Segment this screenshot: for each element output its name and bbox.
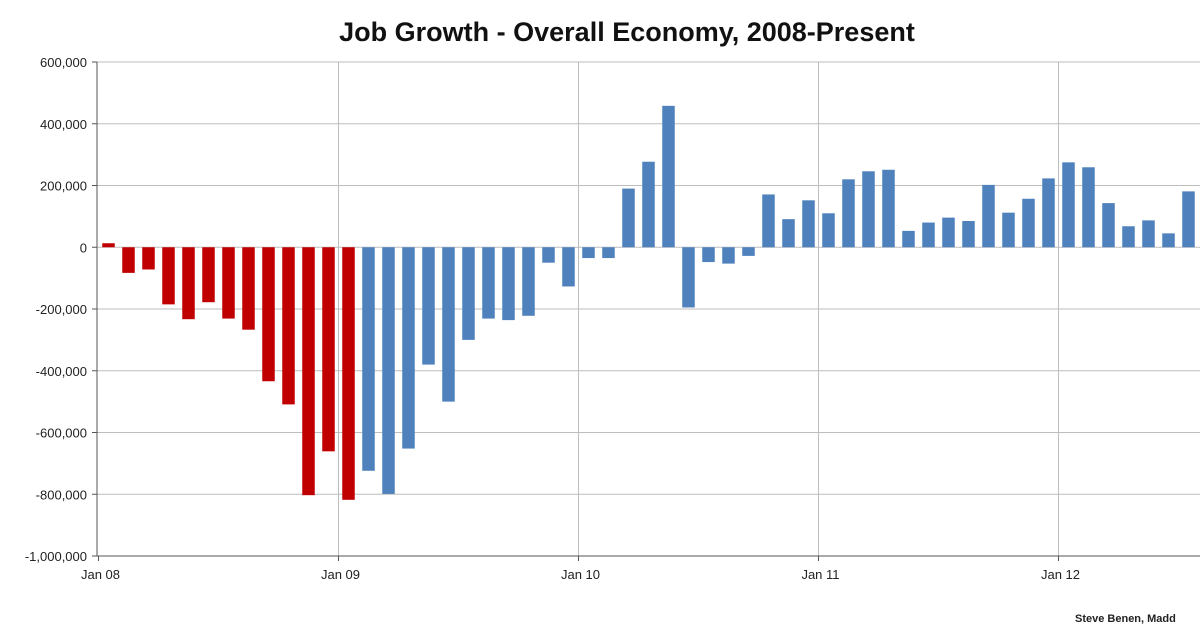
- bar: [1062, 162, 1075, 248]
- bar: [542, 247, 555, 263]
- bar: [802, 200, 815, 248]
- bar: [822, 213, 835, 248]
- bar: [722, 247, 735, 264]
- bar: [1162, 233, 1175, 248]
- bar: [1122, 226, 1135, 248]
- bar: [302, 247, 315, 496]
- x-tick-label: Jan 12: [1041, 567, 1080, 582]
- bar: [322, 247, 335, 452]
- y-tick-label: 400,000: [40, 117, 87, 132]
- bar: [622, 188, 635, 248]
- bar: [662, 105, 675, 248]
- y-tick-label: -400,000: [36, 364, 87, 379]
- y-tick-label: 200,000: [40, 179, 87, 194]
- bar: [1022, 198, 1035, 248]
- bars: [102, 105, 1195, 500]
- x-tick-label: Jan 11: [801, 567, 839, 582]
- bar: [962, 221, 975, 248]
- bar: [442, 247, 455, 402]
- bar: [202, 247, 215, 303]
- bar: [1102, 203, 1115, 248]
- axes: [92, 61, 1200, 561]
- x-tick-label: Jan 09: [321, 567, 360, 582]
- bar: [922, 222, 935, 248]
- bar: [522, 247, 535, 316]
- bar: [582, 247, 595, 259]
- bar: [562, 247, 575, 287]
- bar: [842, 179, 855, 248]
- bar: [982, 184, 995, 248]
- bar: [402, 247, 415, 449]
- bar: [122, 247, 135, 273]
- bar: [742, 247, 755, 256]
- chart-credit: Steve Benen, Madd: [1075, 613, 1176, 625]
- y-axis-ticks: 600,000 400,000 200,000 0 -200,000 -400,000 -6…: [25, 55, 87, 564]
- bar: [362, 247, 375, 471]
- bar: [782, 219, 795, 248]
- bar: [162, 247, 175, 305]
- bar: [642, 161, 655, 248]
- y-tick-label: -600,000: [36, 426, 87, 441]
- bar: [222, 247, 235, 319]
- bar: [182, 247, 195, 320]
- bar: [1142, 220, 1155, 248]
- bar: [762, 194, 775, 248]
- y-tick-label: 0: [80, 240, 87, 255]
- chart-title: Job Growth - Overall Economy, 2008-Prese…: [339, 17, 915, 47]
- bar: [422, 247, 435, 365]
- bar: [682, 247, 695, 308]
- bar: [1042, 178, 1055, 248]
- bar: [462, 247, 475, 340]
- y-tick-label: -200,000: [36, 302, 87, 317]
- y-tick-label: -1,000,000: [25, 549, 87, 564]
- bar: [102, 243, 115, 248]
- bar: [602, 247, 615, 259]
- bar: [502, 247, 515, 321]
- bar: [882, 169, 895, 248]
- bar: [942, 217, 955, 248]
- bar: [242, 247, 255, 330]
- y-tick-label: 600,000: [40, 55, 87, 70]
- bar: [282, 247, 295, 405]
- y-tick-label: -800,000: [36, 487, 87, 502]
- bar: [142, 247, 155, 270]
- bar: [902, 230, 915, 248]
- bar: [1002, 212, 1015, 248]
- bar: [1082, 167, 1095, 248]
- x-axis-ticks: Jan 08 Jan 09 Jan 10 Jan 11 Jan 12: [81, 567, 1080, 582]
- bar: [702, 247, 715, 263]
- bar: [382, 247, 395, 494]
- bar: [1182, 191, 1195, 248]
- bar: [262, 247, 275, 382]
- x-tick-label: Jan 08: [81, 567, 120, 582]
- bar: [862, 171, 875, 248]
- bar: [342, 247, 355, 500]
- x-tick-label: Jan 10: [561, 567, 600, 582]
- bar: [482, 247, 495, 319]
